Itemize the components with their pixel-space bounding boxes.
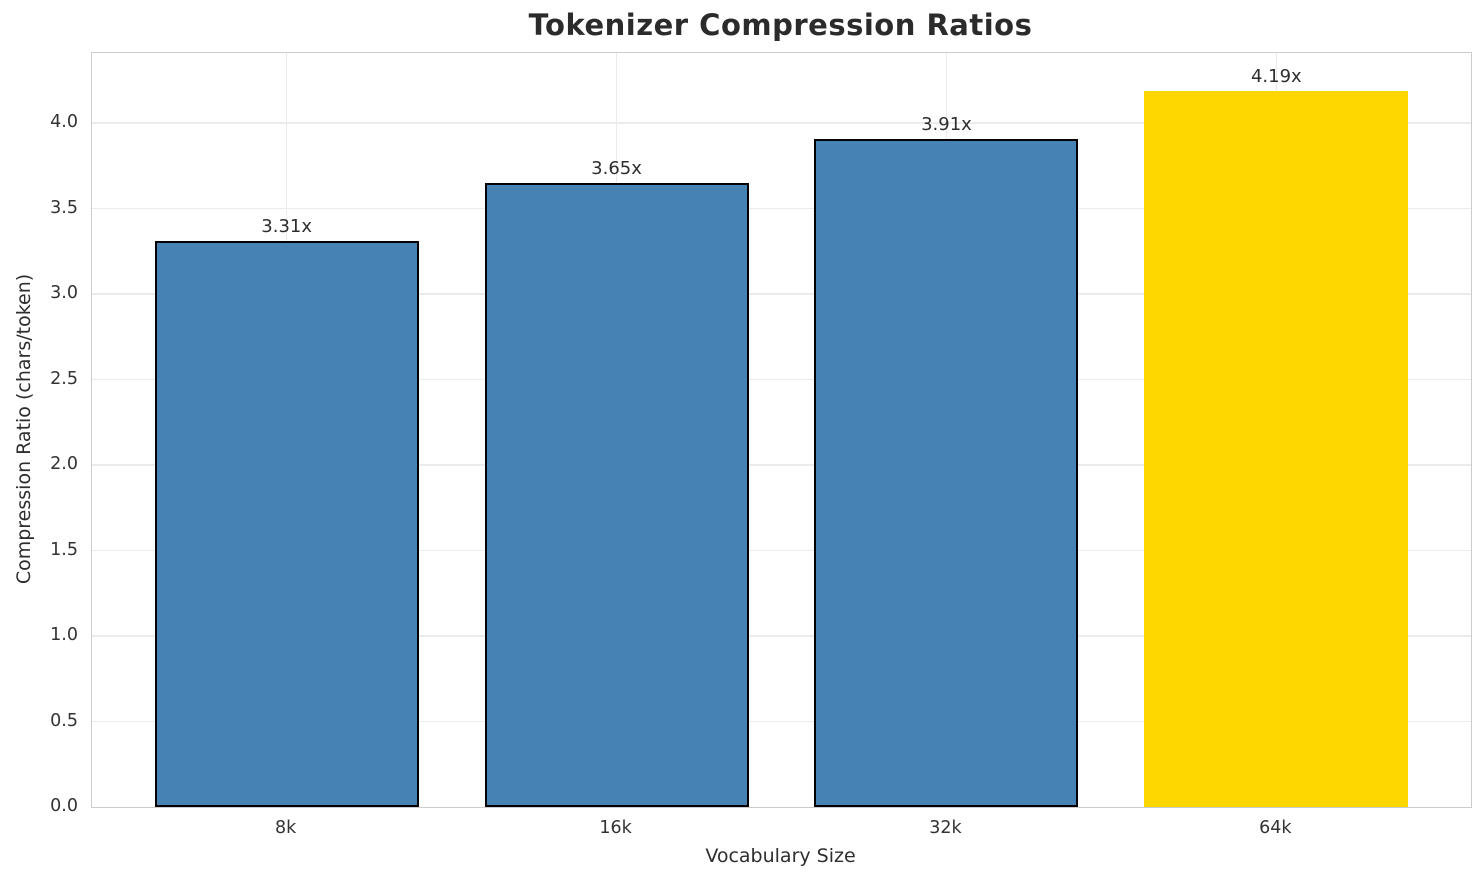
gridline-y-3.5 bbox=[92, 207, 1471, 210]
y-axis-label: Compression Ratio (chars/token) bbox=[13, 273, 35, 585]
y-tick-label-0.0: 0.0 bbox=[50, 796, 78, 816]
y-tick-label-3.5: 3.5 bbox=[50, 197, 78, 218]
y-tick-label-0.5: 0.5 bbox=[50, 710, 78, 731]
bar-value-label-16k: 3.65x bbox=[591, 157, 642, 179]
bar-8k bbox=[154, 241, 419, 807]
x-axis-label: Vocabulary Size bbox=[705, 845, 856, 867]
y-tick-label-2.5: 2.5 bbox=[50, 368, 78, 389]
bar-value-label-64k: 4.19x bbox=[1250, 65, 1302, 87]
gridline-y-0.5 bbox=[92, 720, 1471, 723]
bar-64k bbox=[1144, 90, 1409, 807]
y-tick-label-3.0: 3.0 bbox=[50, 283, 78, 304]
gridline-y-1.0 bbox=[92, 635, 1471, 637]
y-tick-label-4.0: 4.0 bbox=[50, 112, 78, 133]
bar-16k bbox=[484, 182, 749, 807]
gridline-y-3.0 bbox=[92, 293, 1471, 295]
gridline-y-4.0 bbox=[92, 122, 1471, 124]
x-tick-label-16k: 16k bbox=[599, 818, 632, 838]
gridline-y-2.5 bbox=[92, 378, 1471, 381]
bar-value-label-32k: 3.91x bbox=[921, 113, 972, 135]
bar-32k bbox=[814, 138, 1079, 807]
plot-area: 3.31x 3.65x 3.91x 4.19x bbox=[91, 52, 1472, 808]
bar-value-label-8k: 3.31x bbox=[261, 216, 313, 238]
y-tick-label-2.0: 2.0 bbox=[50, 454, 78, 475]
x-tick-label-64k: 64k bbox=[1259, 818, 1292, 838]
gridline-y-2.0 bbox=[92, 464, 1471, 466]
y-tick-label-1.5: 1.5 bbox=[50, 539, 78, 560]
chart-title: Tokenizer Compression Ratios bbox=[528, 8, 1033, 42]
y-tick-label-1.0: 1.0 bbox=[50, 625, 78, 646]
gridline-y-1.5 bbox=[92, 549, 1471, 552]
x-tick-label-32k: 32k bbox=[929, 818, 962, 838]
x-tick-label-8k: 8k bbox=[275, 818, 297, 838]
